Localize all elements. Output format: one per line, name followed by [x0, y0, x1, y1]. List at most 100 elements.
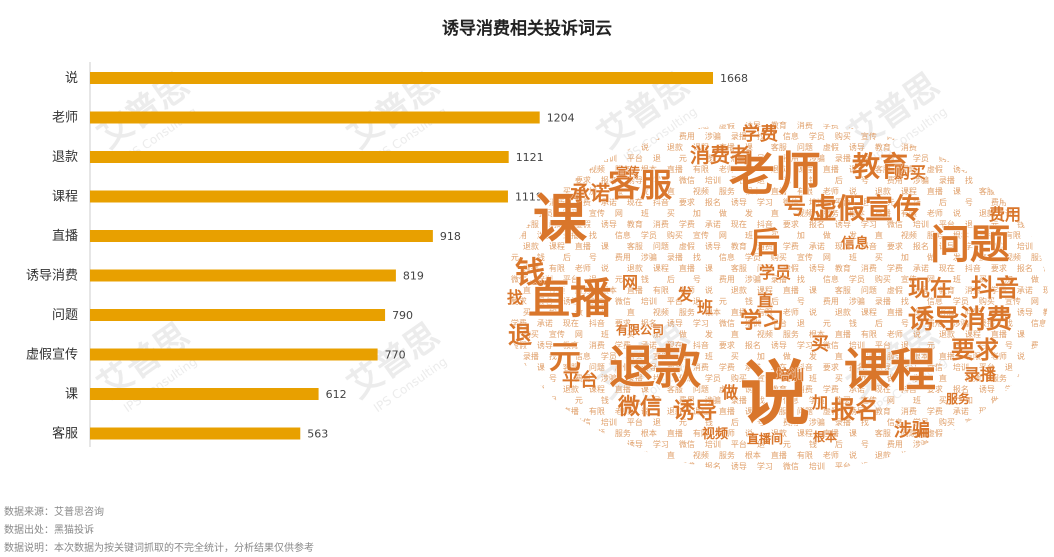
word-cloud-small-word: 现在 — [979, 142, 995, 152]
word-cloud-word: 报名 — [831, 396, 879, 424]
word-cloud-small-word: 号 — [861, 440, 869, 449]
word-cloud-small-word: 发 — [1017, 131, 1025, 141]
word-cloud-small-word: 现在 — [523, 439, 539, 449]
data-label: 918 — [440, 230, 461, 243]
word-cloud-small-word: 学费 — [511, 318, 527, 328]
word-cloud-small-word: 退 — [901, 341, 909, 350]
bar — [90, 348, 378, 361]
word-cloud-small-word: 发 — [849, 230, 857, 240]
word-cloud-small-word: 学员 — [849, 274, 865, 284]
word-cloud-small-word: 录播 — [731, 131, 747, 141]
word-cloud-small-word: 有限 — [693, 428, 709, 438]
word-cloud-small-word: 买 — [731, 352, 739, 361]
word-cloud-small-word: 做 — [719, 208, 727, 218]
word-cloud-small-word: 客服 — [523, 219, 539, 229]
word-cloud-small-word: 微信 — [783, 461, 799, 471]
word-cloud-small-word: 诱导 — [809, 263, 825, 273]
word-cloud-small-word: 涉骗 — [745, 274, 761, 284]
word-cloud-small-word: 班 — [705, 351, 713, 361]
word-cloud-small-word: 课程 — [965, 330, 981, 339]
word-cloud-small-word: 现在 — [835, 241, 851, 251]
word-cloud-small-word: 问题 — [693, 385, 709, 394]
word-cloud-word: 学习 — [740, 308, 784, 334]
word-cloud-word: 退款 — [609, 340, 701, 394]
word-cloud-small-word: 退款 — [771, 164, 787, 174]
word-cloud-small-word: 诱导 — [1043, 263, 1052, 273]
word-cloud-small-word: 培训 — [745, 318, 761, 328]
word-cloud-small-word: 诱导 — [627, 439, 643, 449]
word-cloud-small-word: 购买 — [979, 296, 995, 306]
word-cloud-small-word: 号 — [589, 253, 597, 262]
word-cloud-small-word: 诱导 — [705, 241, 721, 251]
word-cloud-small-word: 课 — [745, 143, 753, 152]
word-cloud-small-word: 根本 — [641, 428, 657, 438]
word-cloud-word: 有限公司 — [616, 322, 664, 337]
word-cloud-small-word: 课程 — [693, 143, 709, 152]
word-cloud-small-word: 钱 — [953, 340, 961, 350]
word-cloud-small-word: 元 — [823, 319, 831, 328]
word-cloud-small-word: 发 — [705, 329, 713, 339]
word-cloud-small-word: 信息 — [719, 252, 735, 262]
word-cloud-small-word: 直播 — [563, 406, 579, 416]
word-cloud-small-word: 有限 — [1005, 230, 1021, 240]
word-cloud-small-word: 涉骗 — [953, 318, 969, 328]
word-cloud-small-word: 微信 — [511, 274, 527, 284]
word-cloud-small-word: 平台 — [875, 340, 891, 350]
word-cloud-small-word: 后 — [731, 417, 739, 427]
data-label: 1668 — [720, 72, 748, 85]
word-cloud-small-word: 老师 — [783, 307, 799, 317]
word-cloud-small-word: 退 — [693, 297, 701, 306]
word-cloud-small-word: 发 — [641, 186, 649, 196]
word-cloud-small-word: 做 — [615, 450, 623, 460]
word-cloud-small-word: 号 — [861, 176, 869, 185]
word-cloud-small-word: 退款 — [627, 263, 643, 273]
word-cloud-word: 课程 — [844, 343, 936, 397]
word-cloud-small-word: 抖音 — [653, 461, 669, 471]
word-cloud-small-word: 课程 — [901, 451, 917, 460]
word-cloud: 老师说退款 课程 直播课客服 问题 虚假 诱导 教育 消费 学费 承诺 现在 抖音 要求 报名 诱导 学习 微信… — [507, 120, 1052, 471]
word-cloud-small-word: 课程 — [1005, 209, 1021, 218]
word-cloud-word: 网 — [622, 273, 638, 292]
word-cloud-small-word: 购买 — [939, 153, 955, 163]
word-cloud-word: 诱导 — [673, 399, 717, 424]
word-cloud-small-word: 教育 — [771, 120, 787, 130]
word-cloud-small-word: 要求 — [679, 197, 695, 207]
word-cloud-small-word: 客服 — [875, 428, 891, 438]
word-cloud-small-word: 消费 — [901, 406, 917, 416]
word-cloud-small-word: 抖音 — [901, 120, 917, 130]
word-cloud-small-word: 要求 — [575, 439, 591, 449]
word-cloud-small-word: 诱导 — [523, 153, 539, 163]
word-cloud-small-word: 老师 — [719, 164, 735, 174]
word-cloud-small-word: 教育 — [667, 362, 683, 372]
word-cloud-small-word: 信息 — [575, 351, 591, 361]
word-cloud-small-word: 做 — [991, 131, 999, 141]
word-cloud-small-word: 服务 — [1031, 252, 1047, 262]
word-cloud-small-word: 现在 — [523, 175, 539, 185]
word-cloud-small-word: 诱导 — [731, 197, 747, 207]
word-cloud-small-word: 宣传 — [589, 208, 605, 218]
word-cloud-small-word: 班 — [641, 208, 649, 218]
word-cloud-small-word: 网 — [927, 275, 935, 284]
word-cloud-small-word: 课 — [641, 385, 649, 394]
word-cloud-small-word: 学费 — [927, 406, 943, 416]
word-cloud-small-word: 直 — [1043, 131, 1051, 141]
word-cloud-small-word: 班 — [537, 450, 545, 460]
word-cloud-small-word: 诱导 — [601, 219, 617, 229]
data-label: 770 — [385, 349, 406, 362]
word-cloud-small-word: 直播 — [511, 362, 527, 372]
word-cloud-small-word: 信息 — [511, 208, 527, 218]
word-cloud-small-word: 钱 — [641, 274, 649, 284]
word-cloud-small-word: 平台 — [1043, 241, 1052, 251]
word-cloud-small-word: 课程 — [589, 385, 605, 394]
word-cloud-small-word: 直播 — [875, 208, 891, 218]
word-cloud-word: 加 — [811, 393, 828, 412]
word-cloud-small-word: 信息 — [887, 153, 903, 163]
word-cloud-small-word: 买 — [1043, 418, 1051, 427]
word-cloud-small-word: 元 — [679, 418, 687, 427]
bar — [90, 309, 386, 321]
word-cloud-small-word: 涉骗 — [809, 153, 825, 163]
word-cloud-small-word: 退款 — [1043, 351, 1052, 361]
word-cloud-small-word: 根本 — [641, 164, 657, 174]
word-cloud-small-word: 加 — [1005, 274, 1013, 284]
word-cloud-small-word: 号 — [965, 462, 973, 471]
